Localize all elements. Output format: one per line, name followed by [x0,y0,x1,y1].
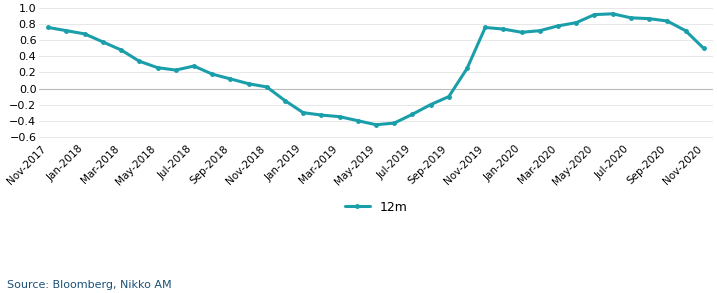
12m [62,29,71,33]
12m [408,113,417,116]
12m [171,68,180,72]
12m [609,12,617,16]
Text: Source: Bloomberg, Nikko AM: Source: Bloomberg, Nikko AM [7,280,172,290]
12m [663,19,672,23]
12m [499,27,508,31]
12m [445,95,453,98]
12m [189,64,198,68]
12m [554,24,562,28]
12m [590,13,599,16]
12m [427,103,435,106]
Line: 12m: 12m [47,12,706,127]
12m [44,26,52,29]
12m [135,59,143,63]
12m [80,32,89,36]
Legend: 12m: 12m [345,201,407,214]
12m [353,119,362,122]
12m [280,99,289,102]
12m [371,123,380,127]
12m [462,67,471,70]
12m [317,113,326,117]
12m [244,82,253,86]
12m [518,30,526,34]
12m [336,115,344,118]
12m [99,40,108,44]
12m [645,17,653,21]
12m [390,121,399,125]
12m [299,111,308,115]
12m [627,16,635,20]
12m [699,47,708,50]
12m [208,72,217,76]
12m [681,29,690,33]
12m [536,29,544,33]
12m [481,26,490,29]
12m [262,85,271,89]
12m [117,48,125,52]
12m [226,77,234,81]
12m [572,21,581,24]
12m [153,66,162,69]
